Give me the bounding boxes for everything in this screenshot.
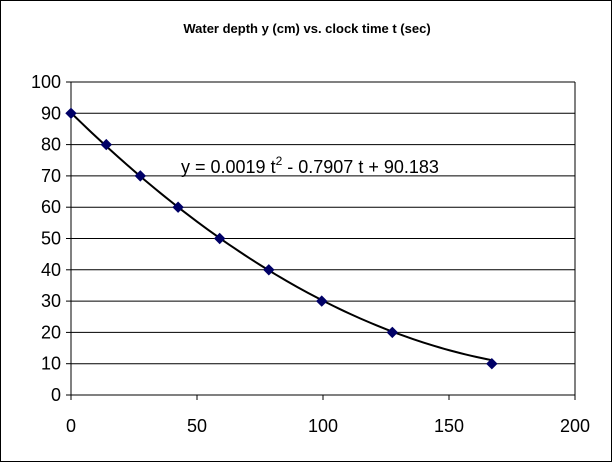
data-point-1	[100, 138, 112, 151]
x-tick-label-50: 50	[187, 416, 207, 436]
x-tick-label-200: 200	[560, 416, 590, 436]
data-point-2	[134, 170, 147, 182]
trendline-group	[70, 112, 493, 362]
data-point-0	[65, 107, 77, 120]
data-point-3	[172, 201, 184, 213]
axes	[66, 81, 576, 400]
x-tick-label-0: 0	[66, 416, 76, 436]
data-points	[65, 107, 498, 370]
y-tick-label-0: 0	[51, 385, 61, 405]
x-tick-label-150: 150	[434, 416, 464, 436]
y-tick-label-100: 100	[31, 72, 61, 92]
trendline-equation: y = 0.0019 t2 - 0.7907 t + 90.183	[181, 154, 439, 177]
data-point-5	[263, 264, 275, 276]
data-point-7	[386, 326, 399, 339]
y-tick-label-70: 70	[41, 166, 61, 186]
data-point-4	[213, 232, 226, 245]
data-point-8	[486, 357, 498, 370]
y-tick-label-50: 50	[41, 229, 61, 249]
chart-title: Water depth y (cm) vs. clock time t (sec…	[183, 21, 430, 36]
y-tick-label-60: 60	[41, 197, 61, 217]
y-tick-label-10: 10	[41, 354, 61, 374]
y-tick-label-20: 20	[41, 322, 61, 342]
equation-prefix: y = 0.0019 t	[181, 157, 276, 177]
y-tick-label-30: 30	[41, 291, 61, 311]
y-tick-label-40: 40	[41, 260, 61, 280]
grid-lines	[71, 81, 575, 365]
y-tick-label-80: 80	[41, 135, 61, 155]
x-tick-labels: 0 50 100 150 200	[66, 416, 590, 436]
equation-suffix: - 0.7907 t + 90.183	[282, 157, 439, 177]
y-tick-labels: 0 10 20 30 40 50 60 70 80 90 100	[31, 72, 61, 405]
trendline-curve	[70, 112, 493, 362]
x-tick-label-100: 100	[308, 416, 338, 436]
y-tick-label-90: 90	[41, 103, 61, 123]
data-point-6	[316, 295, 328, 307]
equation-exponent: 2	[276, 154, 283, 168]
